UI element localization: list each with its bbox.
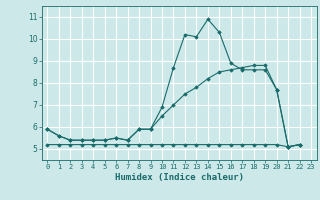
X-axis label: Humidex (Indice chaleur): Humidex (Indice chaleur) [115,173,244,182]
